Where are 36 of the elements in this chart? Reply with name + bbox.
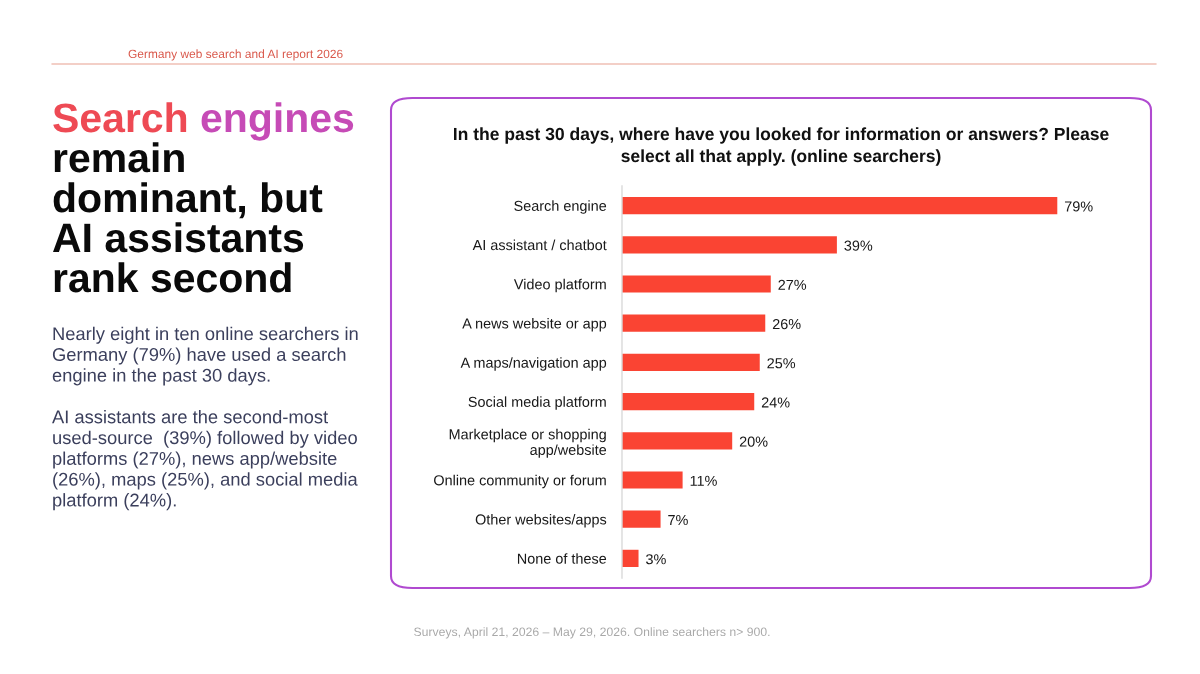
data-label: 79% xyxy=(1064,201,1093,212)
text: Surveys, April 21, 2026 – May 29, 2026. Online searchers n> 900. xyxy=(414,627,770,639)
data-label: 26% xyxy=(772,318,801,330)
text: Search engines remain dominant, but AI assistants rank second xyxy=(53,102,354,293)
data-label: 27% xyxy=(778,279,807,290)
y-tick-label: Social media platform xyxy=(468,396,606,410)
y-tick-label: AI assistant / chatbot xyxy=(472,239,607,251)
data-label: 7% xyxy=(668,515,688,526)
chart-subtitle: In the past 30 days, where have you looked for information or answers? Please select all that apply. (online searchers) xyxy=(453,127,1109,166)
text: Germany web search and AI report 2026 xyxy=(128,49,343,61)
bar xyxy=(622,196,1058,215)
bar xyxy=(622,236,837,254)
bar xyxy=(622,314,766,332)
bar xyxy=(622,471,683,489)
y-tick-label: Online community or forum xyxy=(434,474,606,489)
bar xyxy=(622,432,733,450)
y-tick-label: A news website or app xyxy=(462,317,607,332)
y-tick-label: A maps/navigation app xyxy=(460,357,607,371)
bar xyxy=(622,392,755,411)
y-tick-label: Search engine xyxy=(514,200,607,214)
bar xyxy=(622,549,639,568)
y-tick-label: None of these xyxy=(517,553,607,564)
bar xyxy=(622,510,661,528)
data-label: 39% xyxy=(844,240,873,251)
bar xyxy=(622,353,760,372)
y-tick-label: Other websites/apps xyxy=(475,513,607,528)
data-label: 11% xyxy=(690,475,717,486)
data-label: 24% xyxy=(761,397,790,408)
bar xyxy=(622,275,771,293)
data-label: 3% xyxy=(646,554,666,565)
text: AI assistants are the second-most used-source (39%) followed by video platforms (27%), news app/website (26%), maps (25%), and social media platform (24%). xyxy=(52,409,358,511)
data-label: 25% xyxy=(767,358,796,369)
y-tick-label: Marketplace or shopping app/website xyxy=(449,428,607,458)
text: Nearly eight in ten online searchers in Germany (79%) have used a search engine in the past 30 days. xyxy=(52,326,358,386)
y-tick-label: Video platform xyxy=(513,278,606,293)
data-label: 20% xyxy=(739,436,768,447)
